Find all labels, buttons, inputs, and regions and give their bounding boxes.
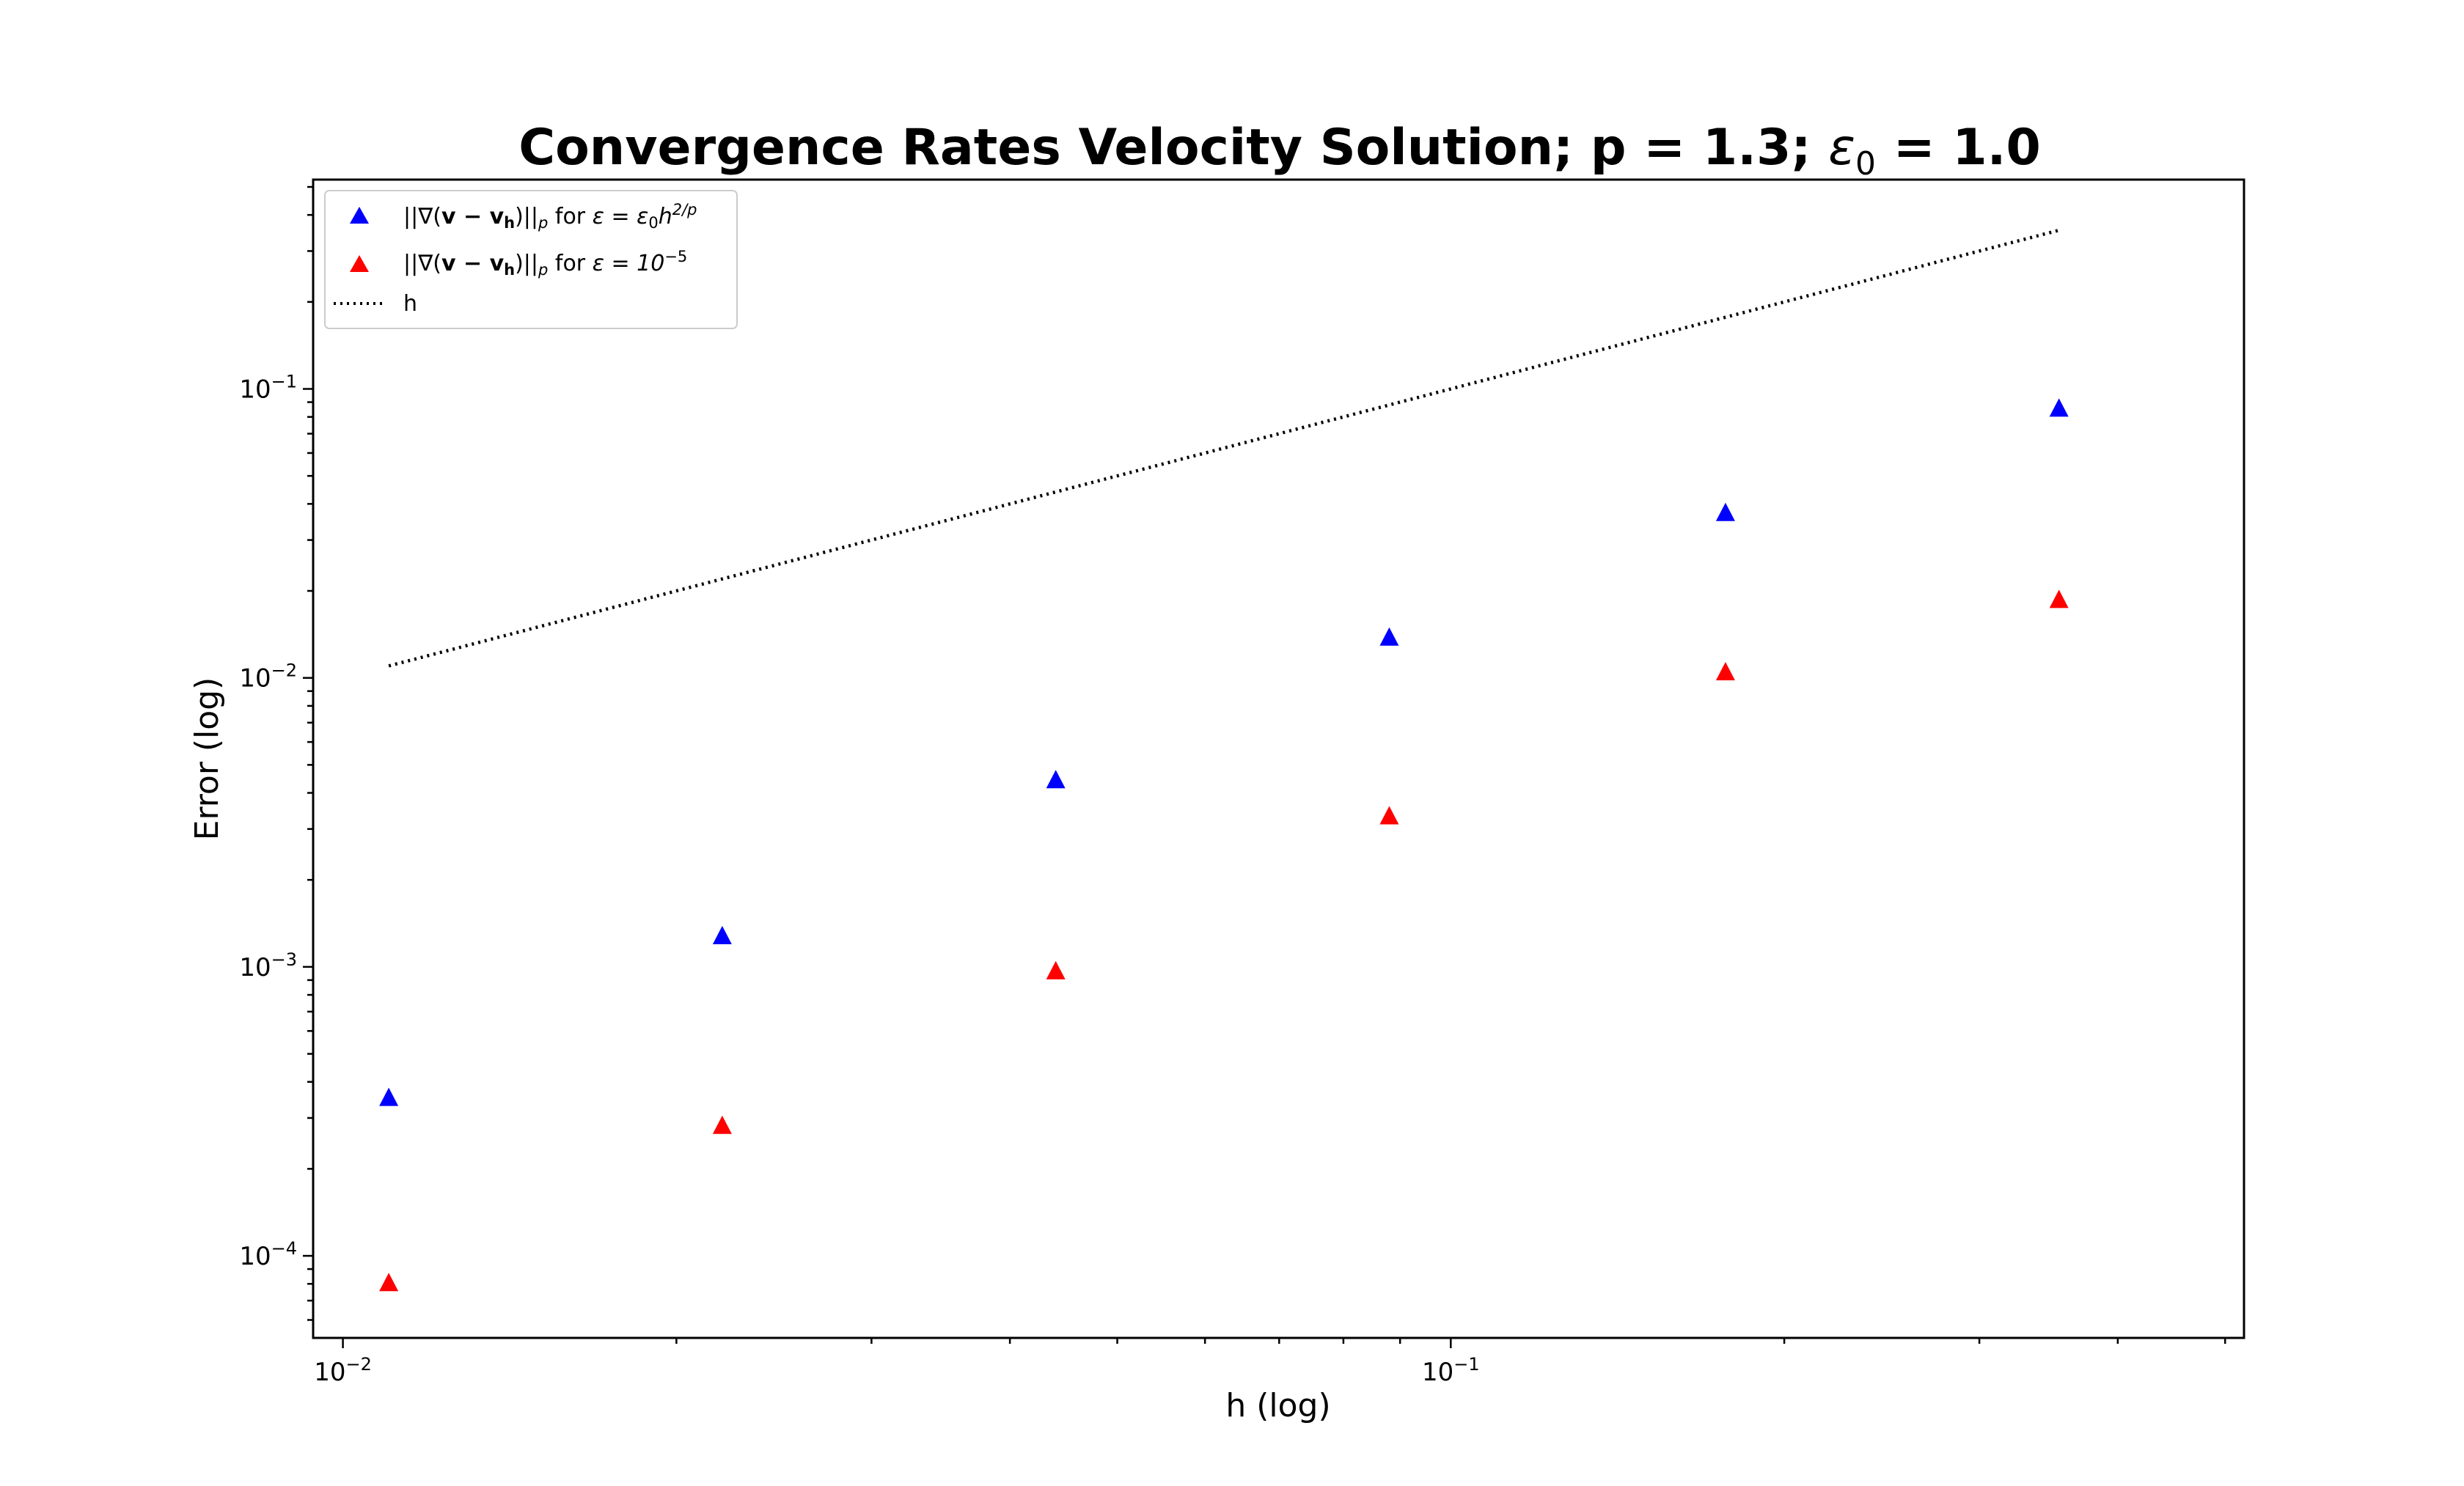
legend-box (324, 190, 738, 329)
data-point-series-1 (379, 1087, 399, 1106)
y-tick-label: 10−2 (239, 661, 297, 694)
legend-label-series-1: ||∇(v − vh)||p for ε = ε0h2/p (403, 201, 697, 232)
legend-marker-red-triangle (350, 255, 369, 272)
chart-title-epsilon-sub: 0 (1855, 145, 1876, 183)
data-point-series-2 (1379, 806, 1399, 825)
chart-title-epsilon: ε (1828, 119, 1855, 177)
data-point-series-1 (2049, 398, 2069, 417)
legend-marker-blue-triangle (350, 207, 369, 224)
data-point-series-1 (1379, 627, 1399, 646)
data-point-series-1 (1046, 770, 1066, 789)
data-point-series-2 (1046, 960, 1066, 979)
axis-ticks: 10−2 10−1 10−4 10−3 10−2 10−1 (239, 185, 2226, 1387)
y-tick-label: 10−1 (239, 371, 297, 404)
chart-title-prefix: Convergence Rates Velocity Solution; p =… (518, 119, 1828, 177)
data-point-series-2 (712, 1115, 732, 1134)
legend-label-series-2: ||∇(v − vh)||p for ε = 10−5 (403, 248, 687, 279)
chart-title-suffix: = 1.0 (1876, 119, 2041, 177)
data-point-series-1 (712, 925, 732, 944)
x-axis-label: h (log) (1225, 1387, 1330, 1424)
data-point-series-2 (379, 1273, 399, 1292)
y-axis-label: Error (log) (188, 677, 226, 841)
legend-label-series-3: h (403, 291, 417, 317)
chart-title: Convergence Rates Velocity Solution; p =… (518, 119, 2041, 183)
x-tick-label: 10−1 (1422, 1354, 1480, 1387)
data-point-series-1 (1715, 502, 1735, 521)
y-tick-label: 10−3 (239, 949, 297, 982)
data-point-series-2 (1715, 661, 1735, 680)
data-marks (379, 228, 2069, 1292)
x-tick-label: 10−2 (314, 1354, 372, 1387)
y-tick-label: 10−4 (239, 1238, 297, 1271)
legend: ||∇(v − vh)||p for ε = ε0h2/p ||∇(v − vh… (324, 190, 738, 329)
data-point-series-2 (2049, 589, 2069, 608)
